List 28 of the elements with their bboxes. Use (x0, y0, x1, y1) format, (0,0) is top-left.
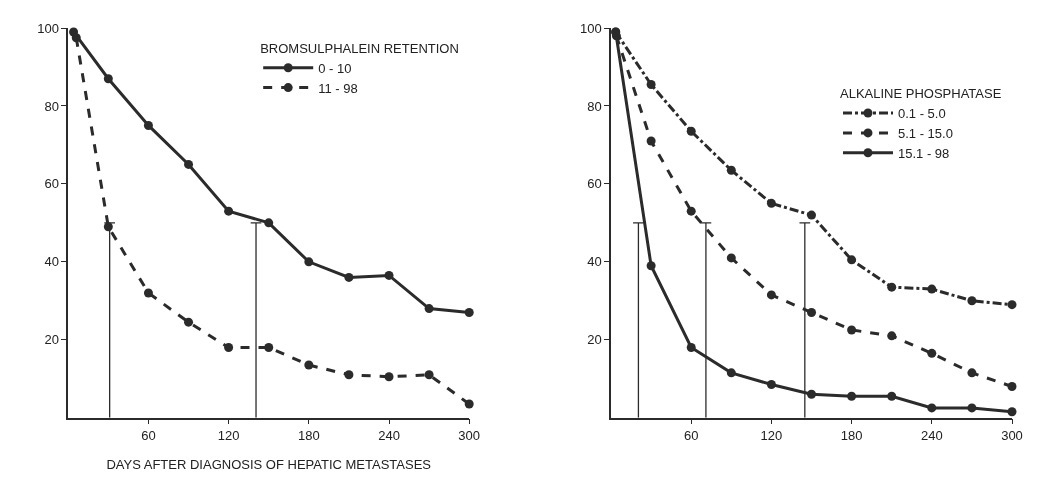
y-tick-label: 100 (579, 20, 602, 36)
x-tick-label: 60 (141, 427, 156, 443)
legend-title: ALKALINE PHOSPHATASE (839, 86, 1002, 102)
x-tick-label: 240 (920, 427, 943, 443)
x-tick-label: 180 (840, 427, 863, 443)
x-tick-label: 300 (1001, 427, 1023, 443)
x-tick-label: 60 (683, 427, 699, 443)
y-tick-label: 100 (37, 20, 59, 36)
legend-label: 15.1 - 98 (897, 145, 950, 161)
x-tick-label: 300 (458, 427, 481, 443)
legend-label: 5.1 - 15.0 (897, 125, 953, 141)
y-tick-label: 40 (44, 254, 59, 270)
x-tick-label: 120 (217, 427, 240, 443)
y-tick-label: 40 (587, 254, 602, 270)
y-tick-label: 80 (44, 98, 59, 114)
y-tick-label: 20 (587, 332, 602, 348)
legend-label: 0 - 10 (318, 60, 352, 76)
x-axis-title: DAYS AFTER DIAGNOSIS OF HEPATIC METASTASES (106, 457, 432, 473)
y-tick-label: 80 (587, 98, 602, 114)
y-tick-label: 60 (587, 176, 602, 192)
legend-label: 11 - 98 (318, 80, 358, 96)
y-tick-label: 20 (44, 332, 59, 348)
x-tick-label: 240 (378, 427, 400, 443)
y-tick-label: 60 (44, 176, 59, 192)
x-tick-label: 120 (760, 427, 783, 443)
legend-label: 0.1 - 5.0 (897, 106, 946, 122)
legend-title: BROMSULPHALEIN RETENTION (260, 40, 459, 56)
x-tick-label: 180 (297, 427, 320, 443)
